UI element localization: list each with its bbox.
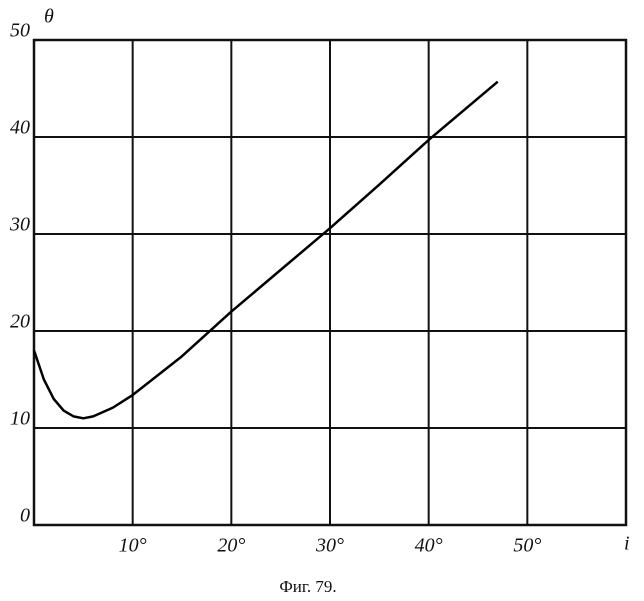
y-tick-label: 10 (10, 408, 30, 430)
y-tick-label: 0 (20, 505, 30, 527)
x-tick-label: 10° (119, 535, 147, 557)
y-tick-label: 20 (10, 311, 30, 333)
y-axis-label: θ (44, 6, 54, 28)
x-tick-label: 30° (315, 535, 344, 557)
x-axis-label: i (624, 533, 630, 555)
x-tick-label: 20° (217, 535, 245, 557)
x-tick-label: 40° (415, 535, 443, 557)
y-tick-label: 50 (10, 20, 30, 42)
y-tick-label: 40 (10, 117, 30, 139)
x-tick-label: 50° (513, 535, 541, 557)
data-line (32, 80, 499, 420)
caption: Фиг. 79. (279, 577, 336, 596)
y-tick-label: 30 (9, 214, 30, 236)
